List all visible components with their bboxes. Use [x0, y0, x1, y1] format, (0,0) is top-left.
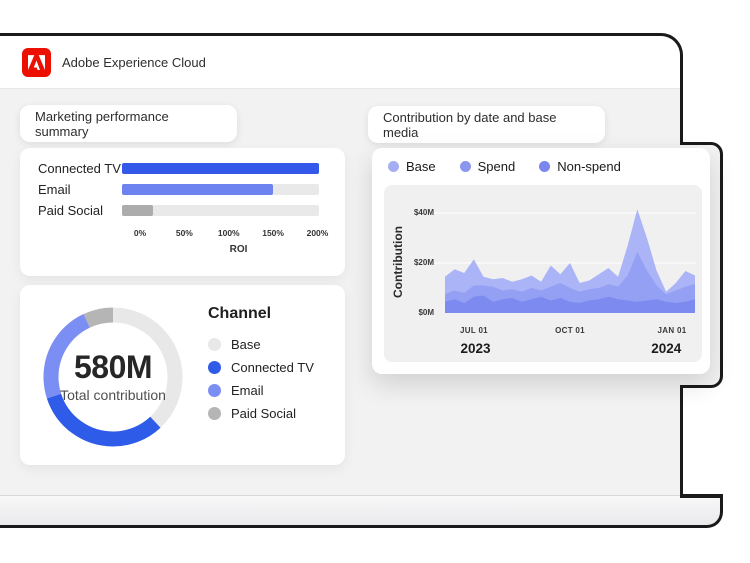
legend-label: Base	[231, 337, 261, 352]
legend-label: Non-spend	[557, 159, 621, 174]
bar-axis-tick: 0%	[133, 228, 147, 238]
donut-chart	[43, 307, 183, 447]
bar-rows: Connected TV Email Paid Social	[20, 158, 345, 221]
donut-legend: Channel Base Connected TV Email Paid Social	[208, 305, 314, 425]
donut-segment-connected-tv	[43, 307, 183, 447]
bar-axis-tick: 50%	[175, 228, 193, 238]
roi-bar-chart-card: Connected TV Email Paid Social 0% 50% 100% 15…	[20, 148, 345, 276]
donut-legend-title: Channel	[208, 305, 272, 322]
legend-label: Email	[231, 383, 264, 398]
bar-fill-email	[122, 184, 273, 195]
donut-segment-email	[43, 307, 183, 447]
legend-item-connected-tv[interactable]: Connected TV	[208, 356, 314, 379]
laptop-base-edge	[680, 494, 723, 498]
adobe-a-glyph	[28, 54, 45, 70]
y-axis-tick: $20M	[413, 258, 434, 267]
legend-label: Connected TV	[231, 360, 314, 375]
legend-dot-base-icon	[388, 161, 399, 172]
y-axis-tick: $40M	[413, 208, 434, 217]
channel-donut-card: 580M Total contribution Channel Base Conn…	[20, 285, 345, 465]
x-axis-tick: OCT 01	[555, 326, 585, 335]
bar-category-label: Connected TV	[38, 161, 121, 176]
contribution-title-text: Contribution by date and base media	[383, 109, 557, 140]
x-axis-tick: JAN 01	[657, 326, 687, 335]
bar-category-label: Paid Social	[38, 203, 104, 218]
area-chart	[434, 209, 696, 313]
bar-track	[122, 184, 319, 195]
legend-label: Base	[406, 159, 436, 174]
summary-title-pill: Marketing performance summary	[20, 105, 237, 142]
bar-track	[122, 163, 319, 174]
legend-dot-paid-social-icon	[208, 407, 221, 420]
legend-dot-base-icon	[208, 338, 221, 351]
legend-label: Spend	[477, 159, 516, 174]
bar-track	[122, 205, 319, 216]
legend-item-base[interactable]: Base	[388, 159, 436, 174]
legend-item-base[interactable]: Base	[208, 333, 314, 356]
bar-row-paid-social: Paid Social	[20, 200, 345, 221]
year-label: 2023	[460, 341, 491, 356]
bar-x-axis: 0% 50% 100% 150% 200%	[134, 228, 337, 240]
legend-item-spend[interactable]: Spend	[459, 159, 516, 174]
legend-item-paid-social[interactable]: Paid Social	[208, 402, 314, 425]
bar-fill-connected-tv	[122, 163, 319, 174]
legend-item-email[interactable]: Email	[208, 379, 314, 402]
bar-fill-paid-social	[122, 205, 154, 216]
legend-dot-spend-icon	[459, 161, 471, 172]
bar-x-axis-label: ROI	[229, 244, 248, 255]
legend-label: Paid Social	[231, 406, 297, 421]
bar-axis-tick: 150%	[262, 228, 284, 238]
area-legend: Base Spend Non-spend	[388, 159, 621, 174]
bar-axis-tick: 200%	[306, 228, 329, 238]
donut-legend-items: Base Connected TV Email Paid Social	[208, 333, 314, 425]
laptop-base	[0, 495, 723, 528]
bar-row-email: Email	[20, 179, 345, 200]
year-label: 2024	[651, 341, 682, 356]
donut-segment-paid-social	[43, 307, 183, 447]
legend-dot-non-spend-icon	[539, 161, 551, 172]
area-band-spend	[445, 251, 695, 313]
area-band-non-spend	[445, 295, 695, 313]
y-axis-tick: $0M	[418, 308, 434, 317]
legend-item-non-spend[interactable]: Non-spend	[539, 159, 621, 174]
bar-row-connected-tv: Connected TV	[20, 158, 345, 179]
area-chart-panel: Contribution $0M $20M $40M JUL 01 OCT 01 JAN …	[384, 185, 702, 362]
summary-title-text: Marketing performance summary	[35, 108, 169, 139]
legend-dot-email-icon	[208, 384, 221, 397]
adobe-logo-icon	[22, 47, 51, 77]
app-header: Adobe Experience Cloud	[0, 36, 680, 89]
bar-axis-tick: 100%	[217, 228, 240, 238]
contribution-title-pill: Contribution by date and base media	[368, 106, 605, 143]
legend-dot-connected-tv-icon	[208, 361, 221, 374]
x-axis-tick: JUL 01	[460, 326, 488, 335]
contribution-area-card: Base Spend Non-spend Contribution $0M $20M $…	[372, 148, 710, 374]
bar-category-label: Email	[38, 182, 71, 197]
app-title: Adobe Experience Cloud	[62, 54, 206, 70]
